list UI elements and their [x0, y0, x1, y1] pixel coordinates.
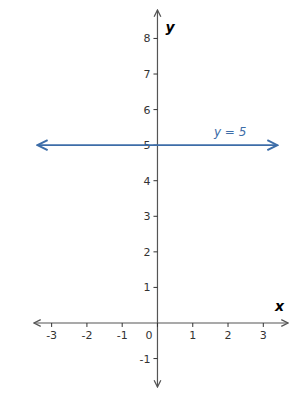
data-line: [38, 144, 278, 146]
y-tick-label: 2: [143, 246, 150, 259]
y-tick-label: 8: [143, 32, 150, 45]
y-tick: [153, 38, 157, 39]
y-tick-label: 3: [143, 210, 150, 223]
y-tick: [153, 287, 157, 288]
x-tick-label: -3: [46, 329, 57, 342]
y-tick-label: 6: [143, 104, 150, 117]
x-tick: [86, 323, 87, 327]
x-tick: [192, 323, 193, 327]
y-tick: [153, 180, 157, 181]
chart-svg: -3-2-10123-112345678xyy = 5: [0, 0, 300, 401]
y-tick: [153, 251, 157, 252]
x-tick: [157, 323, 158, 327]
y-axis-label: y: [165, 19, 175, 35]
y-tick-label: 7: [143, 68, 150, 81]
x-axis-label: x: [274, 298, 285, 314]
chart-container: -3-2-10123-112345678xyy = 5: [0, 0, 300, 401]
y-tick-label: 4: [143, 175, 150, 188]
x-tick-label: 2: [225, 329, 232, 342]
x-tick-label: -2: [81, 329, 92, 342]
y-tick: [153, 216, 157, 217]
line-label: y = 5: [213, 125, 246, 139]
x-tick: [228, 323, 229, 327]
y-tick-label: -1: [140, 353, 151, 366]
x-tick: [122, 323, 123, 327]
x-tick-label: 1: [189, 329, 196, 342]
y-tick: [153, 74, 157, 75]
y-tick: [153, 109, 157, 110]
x-tick-label: 3: [260, 329, 267, 342]
y-axis-line: [157, 10, 158, 387]
x-axis-line: [34, 322, 288, 323]
x-tick-label: 0: [145, 329, 152, 342]
y-tick: [153, 358, 157, 359]
plot-area: [38, 145, 278, 146]
x-tick: [51, 323, 52, 327]
y-tick-label: 1: [143, 281, 150, 294]
x-tick: [263, 323, 264, 327]
x-tick-label: -1: [117, 329, 128, 342]
